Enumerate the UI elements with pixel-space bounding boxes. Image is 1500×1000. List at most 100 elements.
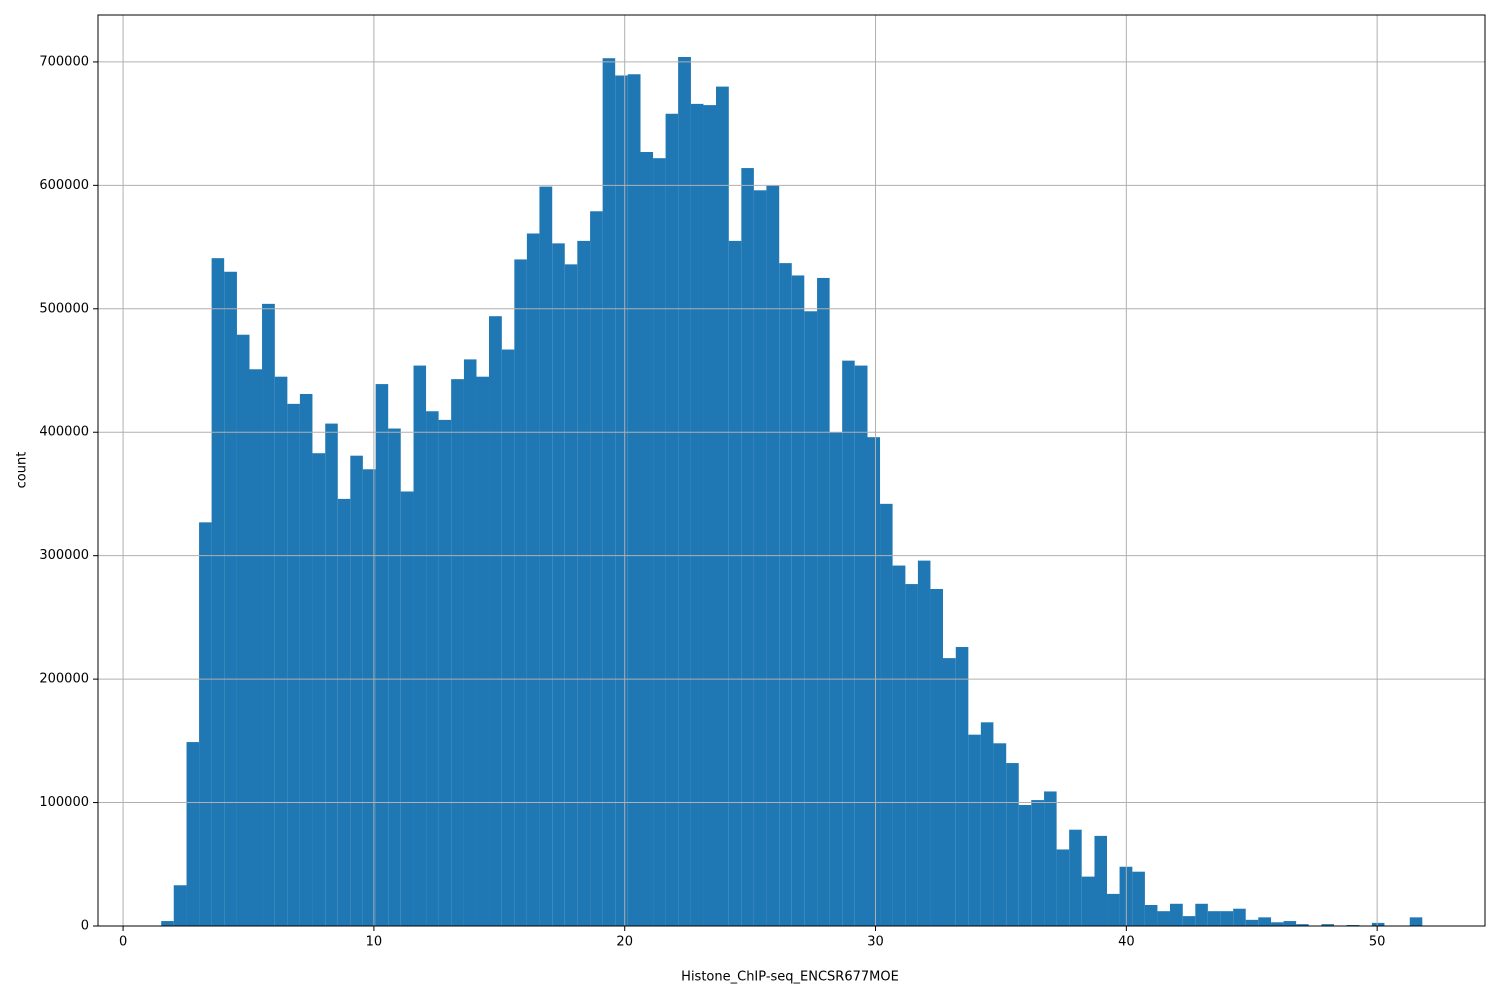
bar (426, 411, 439, 927)
y-tick-label: 200000 (39, 672, 89, 687)
bar (1296, 924, 1309, 926)
bar (753, 190, 767, 927)
bar (325, 423, 338, 926)
bar (211, 258, 225, 927)
bar (1409, 917, 1423, 926)
y-tick-label: 500000 (39, 301, 89, 316)
y-tick-label: 100000 (39, 795, 89, 810)
bar (337, 498, 351, 926)
bar (375, 384, 389, 926)
bar (892, 565, 906, 926)
bar (501, 349, 515, 926)
y-tick-label: 400000 (39, 425, 89, 440)
y-tick-label: 300000 (39, 548, 89, 563)
bar (199, 522, 212, 926)
bar (236, 334, 250, 926)
bar (350, 455, 363, 926)
bar (905, 584, 918, 926)
bar (1056, 849, 1070, 926)
bar (678, 56, 691, 926)
bar (173, 885, 187, 926)
x-axis-label: Histone_ChIP-seq_ENCSR677MOE (681, 970, 899, 985)
bar (1207, 911, 1221, 926)
bar (1081, 876, 1095, 926)
bar (514, 259, 527, 926)
x-tick-label: 20 (616, 935, 633, 950)
y-tick-label: 0 (81, 919, 89, 934)
bar (463, 359, 477, 926)
bar (1245, 919, 1259, 926)
x-tick-label: 30 (867, 935, 884, 950)
bar (577, 240, 591, 926)
bar (1132, 871, 1145, 926)
y-axis-label: count (15, 452, 30, 489)
bar (1018, 805, 1032, 926)
bar (400, 491, 414, 926)
bar (249, 369, 263, 926)
bar (1107, 893, 1120, 926)
bar (980, 722, 994, 926)
bar (362, 469, 376, 926)
bar (274, 376, 288, 926)
bar (1371, 922, 1385, 926)
bar (968, 734, 981, 926)
bar (1271, 922, 1284, 926)
bar (665, 113, 679, 926)
y-tick-label: 600000 (39, 178, 89, 193)
bar (728, 240, 742, 926)
bar (476, 376, 490, 926)
bar (224, 271, 237, 927)
bar (615, 75, 628, 926)
bar (564, 264, 578, 926)
bar (842, 360, 855, 927)
bar (1157, 911, 1170, 926)
bar (640, 152, 654, 926)
bar (817, 277, 830, 926)
bar (262, 303, 275, 927)
bar (1044, 791, 1057, 926)
bar (413, 365, 427, 926)
bar (1283, 921, 1297, 926)
bar (287, 403, 300, 927)
plot-frame (97, 14, 1486, 927)
bar (1233, 908, 1246, 926)
bar (867, 437, 881, 926)
bar (779, 263, 792, 926)
bar (1258, 917, 1272, 926)
bar (1006, 763, 1019, 926)
bar (690, 103, 704, 926)
bar (590, 211, 603, 927)
bar (627, 74, 641, 927)
bar (930, 589, 943, 926)
x-tick-label: 50 (1369, 935, 1386, 950)
bar (539, 186, 553, 927)
bar (942, 658, 956, 926)
bar (1195, 903, 1208, 926)
bar (438, 419, 452, 926)
bar (716, 86, 729, 927)
bar (1169, 903, 1183, 926)
bar (1321, 924, 1335, 926)
bar (703, 105, 717, 926)
bar (489, 316, 502, 926)
bar (955, 647, 969, 926)
x-tick-label: 40 (1118, 935, 1135, 950)
bar (1031, 800, 1045, 926)
bar (1182, 916, 1196, 926)
bar (1069, 829, 1082, 926)
bar (451, 379, 464, 927)
x-tick-label: 10 (366, 935, 383, 950)
bar (552, 243, 565, 927)
bar (1144, 905, 1158, 926)
bar (312, 453, 326, 926)
y-tick-label: 700000 (39, 54, 89, 69)
bar (186, 742, 200, 926)
bar (1220, 911, 1234, 926)
bar (161, 921, 174, 926)
bar (880, 503, 893, 926)
bar (791, 275, 805, 927)
bar (299, 393, 313, 926)
bar (602, 58, 616, 927)
bar (804, 311, 818, 927)
